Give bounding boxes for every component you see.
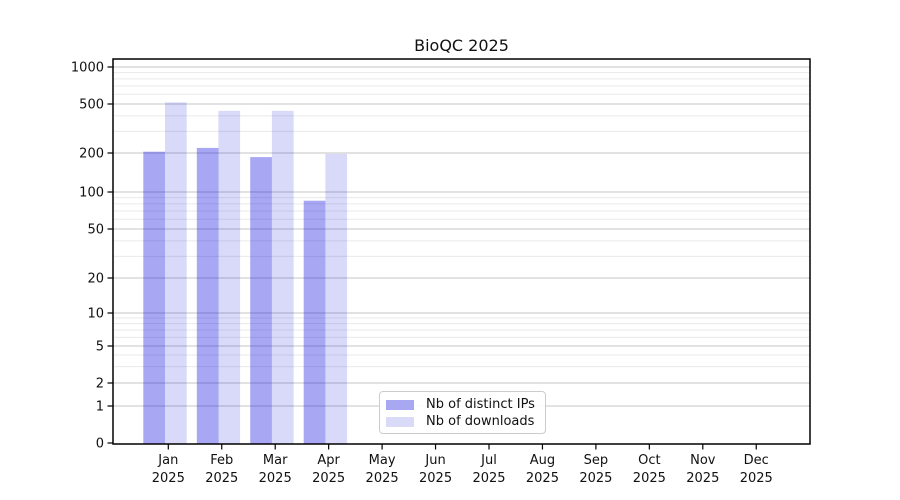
legend-label-downloads: Nb of downloads	[426, 414, 535, 429]
x-tick-label-year: 2025	[419, 471, 452, 486]
bar-distinct-ips-mar	[250, 157, 272, 444]
x-tick-label-year: 2025	[472, 471, 505, 486]
x-tick-label-month: Feb	[210, 453, 233, 468]
x-tick-label-month: Dec	[744, 453, 769, 468]
legend-swatch-downloads	[386, 416, 414, 427]
x-tick-label-month: Jun	[424, 453, 445, 468]
bar-distinct-ips-apr	[303, 200, 326, 444]
y-tick-label: 100	[79, 186, 104, 201]
y-tick-label: 2	[96, 377, 104, 392]
y-tick-label: 50	[87, 223, 104, 238]
x-tick-label-month: Mar	[263, 453, 288, 468]
x-tick-label-year: 2025	[686, 471, 719, 486]
bar-distinct-ips-feb	[196, 147, 219, 444]
x-tick-label-month: Oct	[638, 453, 660, 468]
x-tick-label-month: Apr	[317, 453, 340, 468]
x-tick-label-year: 2025	[312, 471, 345, 486]
x-tick-label-month: Nov	[690, 453, 716, 468]
x-tick-label-month: Aug	[530, 453, 555, 468]
y-tick-label: 500	[79, 98, 104, 113]
y-tick-label: 20	[87, 272, 104, 287]
x-tick-label-year: 2025	[579, 471, 612, 486]
chart-title: BioQC 2025	[414, 36, 509, 55]
y-tick-label: 10	[87, 307, 104, 322]
bar-downloads-feb	[218, 110, 241, 444]
y-tick-label: 0	[96, 437, 104, 452]
x-tick-label-month: Jan	[157, 453, 178, 468]
bar-distinct-ips-jan	[143, 151, 165, 444]
x-tick-label-year: 2025	[740, 471, 773, 486]
legend-label-distinct-ips: Nb of distinct IPs	[426, 397, 535, 412]
bar-downloads-apr	[325, 153, 348, 444]
legend-item-distinct-ips: Nb of distinct IPs	[386, 397, 538, 412]
x-tick-label-year: 2025	[259, 471, 292, 486]
y-tick-label: 1000	[71, 61, 104, 76]
bar-downloads-jan	[165, 102, 187, 444]
y-tick-label: 5	[96, 340, 104, 355]
legend: Nb of distinct IPs Nb of downloads	[379, 391, 546, 434]
x-tick-label-year: 2025	[152, 471, 185, 486]
legend-item-downloads: Nb of downloads	[386, 414, 538, 429]
x-tick-label-year: 2025	[633, 471, 666, 486]
y-tick-label: 1	[96, 400, 104, 415]
x-tick-label-year: 2025	[526, 471, 559, 486]
x-tick-label-year: 2025	[205, 471, 238, 486]
x-tick-label-month: May	[369, 453, 396, 468]
x-tick-label-month: Sep	[584, 453, 609, 468]
x-tick-label-year: 2025	[366, 471, 399, 486]
x-tick-label-month: Jul	[480, 453, 497, 468]
y-tick-label: 200	[79, 147, 104, 162]
plot-spines	[112, 58, 811, 445]
bar-downloads-mar	[271, 110, 294, 444]
legend-swatch-distinct-ips	[386, 399, 414, 410]
